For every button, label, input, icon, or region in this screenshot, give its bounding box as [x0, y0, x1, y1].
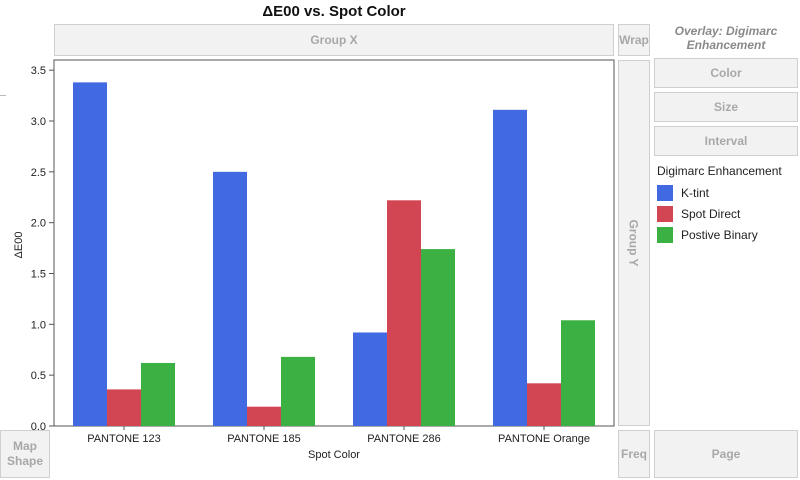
legend-label-postive-binary: Postive Binary: [681, 228, 758, 242]
bar-spot-direct-pantone-286[interactable]: [387, 200, 421, 426]
group-y-label: Group Y: [627, 219, 641, 267]
y-tick-label: 0.5: [31, 370, 46, 382]
y-tick-label: 1.5: [31, 269, 46, 281]
y-tick-label: 3.0: [31, 116, 46, 128]
interval-zone[interactable]: Interval: [654, 126, 798, 156]
overlay-zone-label[interactable]: Overlay: Digimarc Enhancement: [674, 24, 778, 52]
legend-swatch-spot-direct: [657, 206, 673, 222]
bar-postive-binary-pantone-185[interactable]: [281, 356, 315, 426]
wrap-zone[interactable]: Wrap: [618, 24, 650, 56]
bar-spot-direct-pantone-185[interactable]: [247, 406, 281, 426]
x-tick-label: PANTONE Orange: [498, 433, 590, 445]
y-tick-label: 3.5: [31, 65, 46, 77]
legend-label-spot-direct: Spot Direct: [681, 207, 741, 221]
x-axis-title: Spot Color: [308, 449, 360, 461]
bar-spot-direct-pantone-orange[interactable]: [527, 383, 561, 426]
map-shape-zone[interactable]: Map Shape: [0, 430, 50, 478]
x-tick-label: PANTONE 123: [87, 433, 161, 445]
legend-swatch-postive-binary: [657, 227, 673, 243]
y-tick-label: 2.0: [31, 218, 46, 230]
y-tick-label: 2.5: [31, 167, 46, 179]
size-zone[interactable]: Size: [654, 92, 798, 122]
legend-label-k-tint: K-tint: [681, 186, 710, 200]
freq-zone[interactable]: Freq: [618, 430, 650, 478]
legend-item-k-tint[interactable]: K-tint: [657, 185, 709, 201]
page-zone[interactable]: Page: [654, 430, 798, 478]
legend-swatch-k-tint: [657, 185, 673, 201]
bar-k-tint-pantone-286[interactable]: [353, 332, 387, 426]
bar-postive-binary-pantone-123[interactable]: [141, 362, 175, 426]
bar-postive-binary-pantone-orange[interactable]: [561, 320, 595, 426]
map-shape-label-2: Shape: [6, 454, 43, 468]
x-tick-label: PANTONE 185: [227, 433, 301, 445]
bar-postive-binary-pantone-286[interactable]: [421, 249, 455, 426]
plot-area: [53, 59, 615, 427]
bar-spot-direct-pantone-123[interactable]: [107, 389, 141, 426]
group-y-zone[interactable]: Group Y: [618, 60, 650, 426]
y-tick-label: 1.0: [31, 319, 46, 331]
y-axis-title: ΔE00: [13, 232, 25, 259]
x-tick-label: PANTONE 286: [367, 433, 441, 445]
legend-title: Digimarc Enhancement: [657, 164, 782, 178]
color-zone[interactable]: Color: [654, 58, 798, 88]
legend-item-spot-direct[interactable]: Spot Direct: [657, 206, 740, 222]
legend-item-postive-binary[interactable]: Postive Binary: [657, 227, 758, 243]
left-edge-marker: [0, 95, 6, 96]
map-shape-label-1: Map: [13, 439, 37, 453]
chart-title: ΔE00 vs. Spot Color: [262, 3, 406, 20]
bar-k-tint-pantone-orange[interactable]: [493, 109, 527, 427]
group-x-zone[interactable]: Group X: [54, 24, 614, 56]
bar-k-tint-pantone-123[interactable]: [73, 82, 107, 426]
bar-k-tint-pantone-185[interactable]: [213, 171, 247, 426]
